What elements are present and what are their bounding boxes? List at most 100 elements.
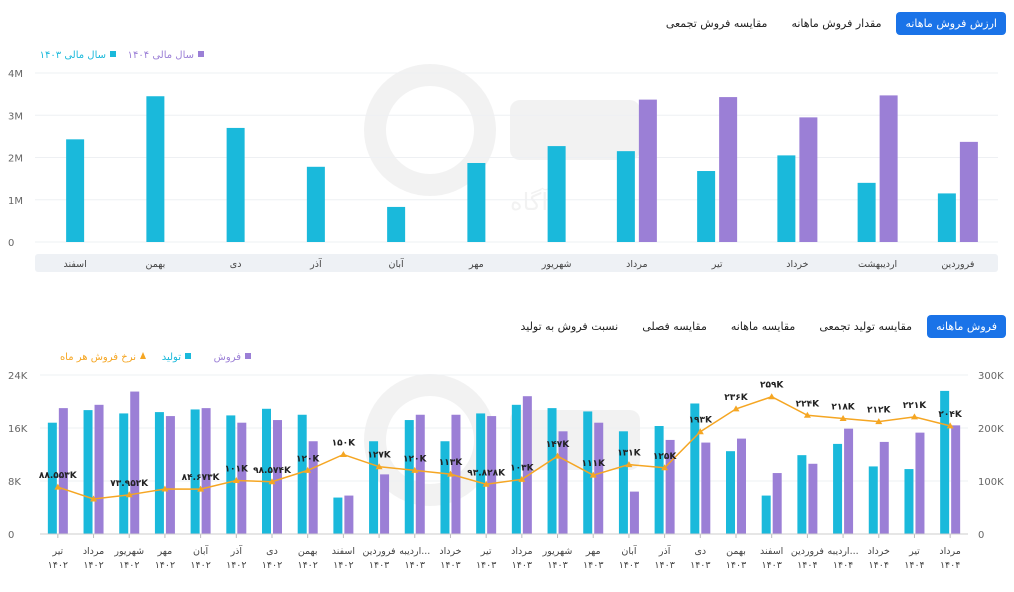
sales-rate-point: [946, 422, 954, 429]
x-tick-year: ۱۴۰۲: [119, 560, 139, 571]
bar-1403: [146, 96, 165, 242]
legend-label: تولید: [162, 352, 181, 363]
bar-production: [297, 414, 307, 534]
bar-1403: [777, 155, 796, 242]
sales-rate-label: ۲۱۸K: [831, 402, 855, 412]
sales-rate-label: ۸۸.۵۵۳K: [39, 471, 78, 481]
x-tick-year: ۱۴۰۴: [797, 560, 817, 571]
sales-rate-point: [910, 413, 918, 420]
tab-cumulative-sales-comparison[interactable]: مقایسه فروش تجمعی: [665, 17, 768, 30]
x-tick-year: ۱۴۰۲: [226, 560, 246, 571]
x-tick-label: خرداد: [786, 259, 808, 270]
x-tick-label: مرداد: [511, 546, 532, 557]
bar-sales: [594, 422, 604, 534]
tab-monthly-comparison[interactable]: مقایسه ماهانه: [730, 320, 796, 333]
sales-rate-point: [661, 464, 669, 471]
x-tick-year: ۱۴۰۲: [333, 560, 353, 571]
bar-production: [654, 426, 664, 534]
bar-1403: [66, 139, 85, 242]
bar-1404: [879, 95, 898, 242]
top-tab-bar: ارزش فروش ماهانه مقدار فروش ماهانه مقایس…: [657, 12, 1006, 35]
tab-monthly-sales-quantity[interactable]: مقدار فروش ماهانه: [791, 17, 882, 30]
bar-production: [833, 443, 843, 534]
bar-production: [797, 455, 807, 534]
bar-sales: [665, 439, 675, 534]
sales-rate-label: ۲۳۶K: [724, 393, 748, 403]
legend-swatch: [110, 51, 116, 57]
y-tick-label: 3M: [8, 111, 23, 122]
x-tick-year: ۱۴۰۲: [190, 560, 210, 571]
sales-rate-point: [375, 463, 383, 470]
bar-sales: [165, 416, 175, 534]
x-tick-year: ۱۴۰۳: [405, 560, 425, 571]
sales-rate-line: [57, 395, 951, 500]
sales-rate-label: ۱۰۱K: [225, 464, 249, 474]
y-right-tick-label: 0: [978, 530, 984, 541]
x-tick-label: دی: [694, 546, 706, 557]
legend-swatch: [140, 352, 146, 359]
monthly-sales-value-chart: 4M 3M 2M 1M 0 فروردین اردیبهشت خرداد تیر مرداد شهر…: [8, 50, 998, 272]
bar-production: [440, 441, 450, 534]
tab-monthly-sales-value[interactable]: ارزش فروش ماهانه: [896, 12, 1006, 35]
x-tick-label: بهمن: [298, 546, 318, 557]
bar-sales: [558, 431, 568, 534]
x-tick-label: مهر: [585, 546, 601, 557]
sales-rate-label: ۲۵۹K: [760, 381, 784, 391]
x-tick-label: مرداد: [939, 546, 960, 557]
bar-sales: [772, 473, 782, 534]
sales-rate-label: ۱۵۰K: [332, 439, 356, 449]
bar-sales: [629, 491, 639, 534]
sales-rate-point: [339, 451, 347, 457]
bar-sales: [951, 425, 961, 534]
x-tick-year: ۱۴۰۴: [869, 560, 889, 571]
sales-rate-label: ۱۹۳K: [689, 416, 713, 426]
tab-cumulative-production-comparison[interactable]: مقایسه تولید تجمعی: [819, 320, 913, 333]
bar-production: [404, 420, 414, 534]
x-tick-label: شهریور: [542, 546, 573, 557]
bar-1403: [937, 193, 956, 242]
sales-rate-label: ۱۲۵K: [653, 452, 677, 462]
y-left-tick-label: 24K: [8, 371, 28, 382]
bar-sales: [94, 404, 104, 534]
bar-production: [690, 403, 700, 534]
x-tick-year: ۱۴۰۳: [547, 560, 567, 571]
sales-rate-point: [482, 480, 490, 487]
sales-rate-point: [90, 495, 98, 502]
sales-rate-label: ۱۲۷K: [367, 451, 391, 461]
sales-rate-label: ۱۱۳K: [439, 458, 463, 468]
sales-rate-point: [161, 485, 169, 492]
sales-rate-point: [803, 411, 811, 418]
x-tick-label: خرداد: [868, 546, 890, 557]
tab-seasonal-comparison[interactable]: مقایسه فصلی: [642, 320, 707, 333]
bar-1403: [467, 162, 486, 242]
x-tick-label: آبان: [193, 544, 209, 557]
tab-monthly-sales[interactable]: فروش ماهانه: [927, 315, 1006, 338]
legend-label: سال مالی ۱۴۰۴: [128, 50, 194, 61]
sales-rate-point: [268, 478, 276, 485]
bar-production: [761, 495, 771, 534]
x-tick-year: ۱۴۰۲: [155, 560, 175, 571]
sales-rate-label: ۹۳.۸۲۸K: [467, 468, 506, 478]
bar-1404: [799, 117, 818, 242]
x-tick-label: اسفند: [63, 259, 86, 270]
sales-rate-label: ۲۲۴K: [796, 399, 820, 409]
tab-sales-to-production-ratio[interactable]: نسبت فروش به تولید: [520, 320, 619, 333]
x-axis-band: [35, 254, 998, 272]
x-tick-label: دی: [266, 546, 278, 557]
bar-production: [476, 413, 486, 534]
sales-rate-point: [732, 405, 740, 412]
bar-sales: [237, 422, 247, 534]
sales-rate-point: [125, 491, 133, 498]
sales-rate-point: [625, 461, 633, 468]
x-tick-label: اسفند: [332, 546, 355, 557]
y-tick-label: 4M: [8, 69, 23, 80]
bar-production: [262, 408, 271, 534]
x-tick-label: آذر: [658, 544, 671, 557]
x-tick-year: ۱۴۰۳: [690, 560, 710, 571]
bar-1404: [959, 141, 978, 242]
bar-production: [47, 422, 57, 534]
x-tick-year: ۱۴۰۲: [48, 560, 68, 571]
bar-production: [618, 431, 628, 534]
bar-production: [940, 390, 950, 534]
sales-rate-label: ۲۱۲K: [867, 406, 891, 416]
